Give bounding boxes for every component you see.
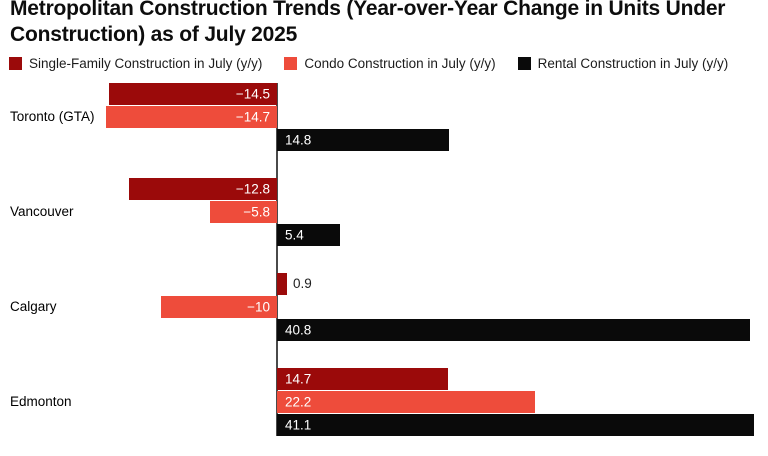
chart-title: Metropolitan Construction Trends (Year-o… — [10, 0, 726, 46]
bar-vancouver-rental: 5.4 — [277, 224, 340, 246]
legend-item-label: Single-Family Construction in July (y/y) — [29, 56, 263, 71]
bar-value-label: −10 — [247, 299, 270, 315]
bar-calgary-rental: 40.8 — [277, 319, 750, 341]
legend-swatch-condo — [284, 57, 298, 70]
bar-value-label: 0.9 — [293, 276, 312, 291]
legend-swatch-rental — [517, 57, 531, 70]
bar-calgary-single-family — [277, 273, 287, 295]
legend-item-rental: Rental Construction in July (y/y) — [517, 56, 729, 71]
bar-value-label: −5.8 — [243, 204, 270, 220]
category-label-vancouver: Vancouver — [10, 204, 74, 219]
bar-toronto-gta-condo: −14.7 — [106, 106, 277, 128]
legend-item-label: Rental Construction in July (y/y) — [537, 56, 729, 71]
bar-edmonton-condo: 22.2 — [277, 391, 535, 413]
bar-value-label: 14.8 — [285, 132, 312, 148]
bar-value-label: −12.8 — [235, 181, 270, 197]
bar-vancouver-single-family: −12.8 — [129, 178, 277, 200]
category-label-edmonton: Edmonton — [10, 394, 72, 409]
legend: Single-Family Construction in July (y/y)… — [9, 56, 728, 71]
bar-edmonton-single-family: 14.7 — [277, 368, 448, 390]
legend-swatch-single-family — [9, 57, 22, 70]
zero-axis-line — [276, 83, 278, 436]
bar-edmonton-rental: 41.1 — [277, 414, 754, 436]
bar-vancouver-condo: −5.8 — [210, 201, 277, 223]
category-label-calgary: Calgary — [10, 299, 57, 314]
bar-calgary-condo: −10 — [161, 296, 277, 318]
bar-value-label: −14.5 — [235, 86, 270, 102]
category-label-toronto-gta: Toronto (GTA) — [10, 109, 95, 124]
legend-item-condo: Condo Construction in July (y/y) — [284, 56, 496, 71]
bar-value-label: 14.7 — [285, 371, 312, 387]
bar-value-label: 5.4 — [285, 227, 304, 243]
bar-toronto-gta-single-family: −14.5 — [109, 83, 277, 105]
bar-value-label: 22.2 — [285, 394, 312, 410]
legend-item-label: Condo Construction in July (y/y) — [304, 56, 496, 71]
bar-value-label: −14.7 — [235, 109, 270, 125]
legend-item-single-family: Single-Family Construction in July (y/y) — [9, 56, 262, 71]
bar-value-label: 41.1 — [285, 417, 312, 433]
bar-value-label: 40.8 — [285, 322, 312, 338]
bar-toronto-gta-rental: 14.8 — [277, 129, 449, 151]
